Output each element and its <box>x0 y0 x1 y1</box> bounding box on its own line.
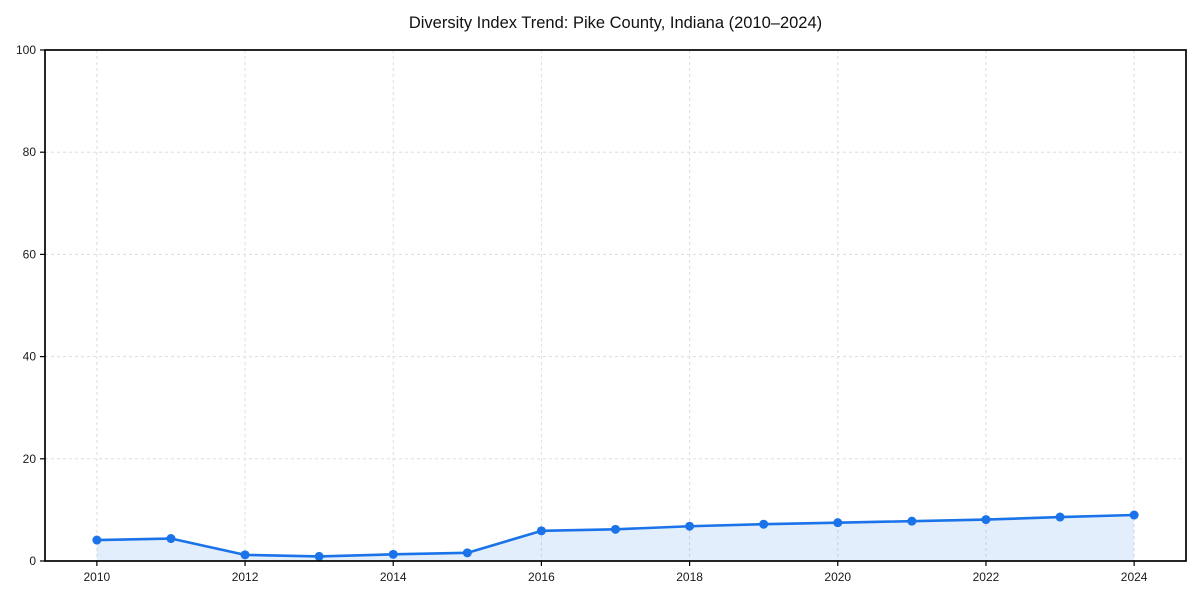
x-tick-label-2020: 2020 <box>824 570 851 584</box>
y-tick-label-40: 40 <box>23 350 37 364</box>
plot-border <box>44 49 1187 562</box>
data-point-2018 <box>685 521 695 531</box>
y-tick-label-0: 0 <box>29 554 36 568</box>
data-point-2012 <box>240 550 250 560</box>
data-point-2019 <box>759 519 769 529</box>
y-tick-label-80: 80 <box>23 145 37 159</box>
data-point-2010 <box>92 535 102 545</box>
x-tick-label-2014: 2014 <box>380 570 407 584</box>
data-point-2024 <box>1129 510 1139 520</box>
data-point-2016 <box>536 526 546 536</box>
data-point-2023 <box>1055 512 1065 522</box>
x-tick-label-2010: 2010 <box>84 570 111 584</box>
x-tick-label-2016: 2016 <box>528 570 555 584</box>
chart-title: Diversity Index Trend: Pike County, Indi… <box>408 14 823 32</box>
x-tick-label-2012: 2012 <box>232 570 259 584</box>
data-point-2017 <box>611 524 620 534</box>
x-tick-label-2022: 2022 <box>973 570 1000 584</box>
data-point-2011 <box>166 534 176 544</box>
data-point-2022 <box>981 515 991 525</box>
data-point-2014 <box>388 549 398 559</box>
y-tick-label-60: 60 <box>23 247 37 261</box>
y-tick-label-20: 20 <box>23 452 37 466</box>
data-point-2013 <box>314 551 324 561</box>
data-point-2020 <box>833 518 843 528</box>
y-tick-label-100: 100 <box>16 43 36 57</box>
area-fill <box>96 515 1135 561</box>
x-tick-label-2018: 2018 <box>676 570 703 584</box>
x-tick-label-2024: 2024 <box>1121 570 1148 584</box>
data-point-2015 <box>462 548 472 558</box>
data-point-2021 <box>907 516 917 526</box>
